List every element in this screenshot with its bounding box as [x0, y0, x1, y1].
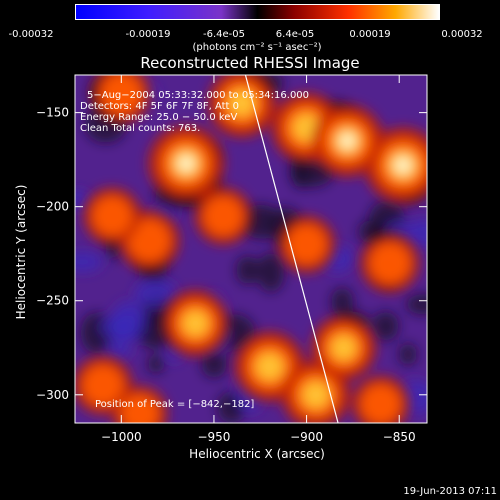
hotspot-core [181, 309, 209, 337]
heatmap-cell [372, 311, 399, 341]
annotation-time: 5−Aug−2004 05:33:32.000 to 05:34:16.000 [87, 90, 309, 101]
hotspot-peak [339, 133, 355, 149]
x-tick-label: −850 [383, 430, 416, 444]
colorbar-label: (photons cm⁻² s⁻¹ asec⁻²) [192, 42, 321, 53]
heatmap-cell [398, 343, 418, 366]
hotspot-mid [100, 75, 142, 115]
hotspot-mid [127, 219, 171, 262]
colorbar-tick-label: 0.00019 [349, 29, 390, 40]
hotspot-mid [92, 196, 133, 237]
hotspot-mid [120, 394, 160, 423]
hotspot-mid [369, 242, 411, 284]
chart-title: Reconstructed RHESSI Image [140, 54, 359, 72]
y-tick-label: −300 [36, 388, 69, 402]
colorbar [75, 4, 440, 20]
heatmap-cell [236, 255, 260, 285]
plot-frame [74, 74, 428, 424]
colorbar-tick-label: 6.4e-05 [276, 29, 314, 40]
hotspot-core [301, 380, 330, 409]
hotspot-core [227, 89, 256, 118]
colorbar-tick-label: -6.4e-05 [203, 29, 245, 40]
peak-position-label: Position of Peak = [−842,−182] [95, 399, 254, 410]
heatmap-cell [107, 342, 131, 360]
hotspot-mid [82, 364, 124, 406]
x-tick-label: −950 [197, 430, 230, 444]
colorbar-tick-label: 0.00032 [441, 29, 482, 40]
x-tick-label: −1000 [101, 430, 142, 444]
y-axis-label: Heliocentric Y (arcsec) [14, 185, 28, 320]
x-tick-label: −900 [290, 430, 323, 444]
hotspot-core [255, 352, 284, 381]
y-tick-label: −250 [36, 294, 69, 308]
hotspot-mid [203, 196, 244, 237]
annotation-energy: Energy Range: 25.0 − 50.0 keV [80, 112, 237, 123]
y-tick-label: −150 [36, 106, 69, 120]
hotspot-peak [178, 155, 194, 172]
timestamp: 19-Jun-2013 07:11 [403, 486, 497, 497]
heatmap-cell [134, 280, 178, 307]
y-tick-label: −200 [36, 200, 69, 214]
annotation-detectors: Detectors: 4F 5F 6F 7F 8F, Att 0 [80, 101, 239, 112]
colorbar-tick-label: -0.00019 [126, 29, 171, 40]
heatmap-cell [147, 354, 165, 374]
colorbar-tick-label: -0.00032 [9, 29, 54, 40]
heatmap-cell [330, 287, 354, 317]
hotspot-core [330, 334, 357, 361]
hotspot-mid [286, 224, 327, 265]
solar-limb-line [244, 75, 339, 423]
hotspot-peak [395, 157, 411, 174]
heatmap-cell [201, 350, 227, 378]
heatmap-cell [406, 293, 427, 315]
heatmap-cell [257, 252, 285, 292]
x-axis-label: Heliocentric X (arcsec) [189, 447, 325, 461]
annotation-clean: Clean Total counts: 763. [80, 123, 200, 134]
heatmap-cell [407, 219, 427, 249]
heatmap-cell [75, 251, 103, 272]
heatmap-cell [100, 315, 144, 339]
hotspot-mid [360, 384, 401, 423]
